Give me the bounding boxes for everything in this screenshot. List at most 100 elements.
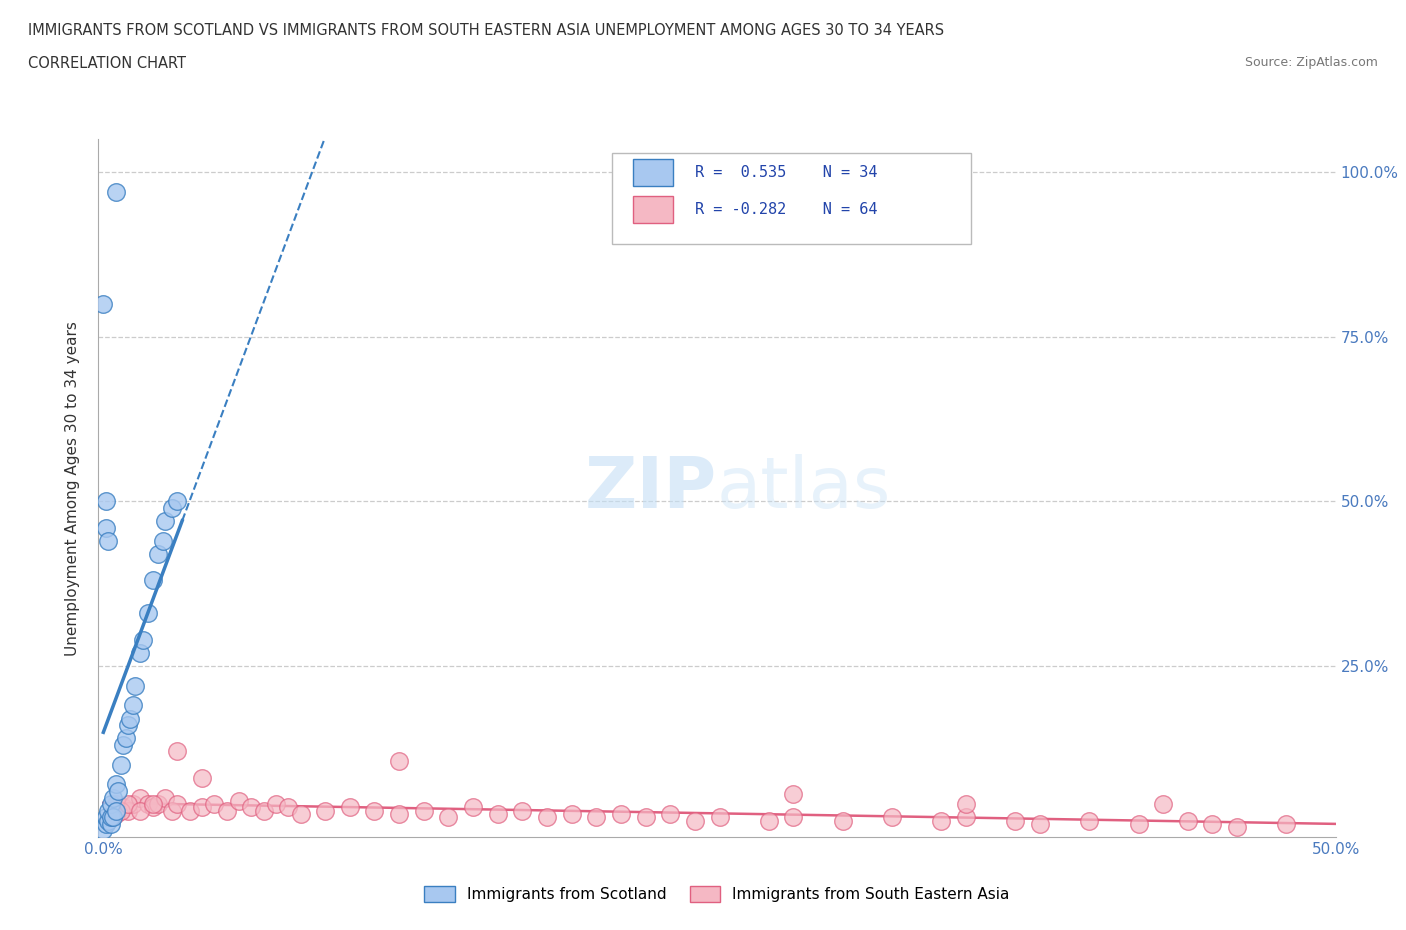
Point	[104, 804, 127, 818]
Point	[146, 547, 169, 562]
Point	[782, 787, 804, 802]
Point	[202, 797, 225, 812]
Point	[94, 810, 117, 825]
Point	[388, 806, 411, 821]
Point	[124, 678, 146, 693]
Point	[122, 797, 145, 812]
Point	[97, 804, 120, 818]
Point	[100, 810, 122, 825]
Point	[955, 797, 977, 812]
Point	[94, 494, 117, 509]
Point	[93, 823, 115, 838]
Text: R =  0.535    N = 34: R = 0.535 N = 34	[695, 166, 877, 180]
Bar	[633, 196, 672, 223]
Point	[114, 731, 136, 746]
Point	[191, 800, 214, 815]
Point	[1226, 819, 1249, 834]
Point	[93, 297, 115, 312]
Point	[129, 645, 152, 660]
Point	[585, 810, 607, 825]
Point	[129, 804, 152, 818]
Point	[100, 810, 122, 825]
Point	[162, 500, 184, 515]
Point	[1078, 813, 1101, 828]
Point	[104, 777, 127, 791]
Point	[561, 806, 583, 821]
Point	[1201, 817, 1223, 831]
Point	[132, 632, 155, 647]
Point	[880, 810, 903, 825]
Point	[117, 718, 139, 733]
Point	[240, 800, 263, 815]
Point	[228, 793, 250, 808]
Point	[166, 494, 188, 509]
Point	[103, 790, 125, 805]
Point	[339, 800, 361, 815]
Point	[142, 573, 165, 588]
Point	[1152, 797, 1174, 812]
Point	[100, 797, 122, 812]
Point	[107, 783, 129, 798]
Point	[136, 797, 159, 812]
Point	[142, 800, 165, 815]
Point	[117, 797, 139, 812]
Text: atlas: atlas	[717, 454, 891, 523]
Point	[659, 806, 682, 821]
Point	[97, 534, 120, 549]
Point	[610, 806, 633, 821]
Point	[103, 810, 125, 825]
Point	[634, 810, 657, 825]
Point	[100, 817, 122, 831]
Point	[252, 804, 274, 818]
Point	[831, 813, 853, 828]
Point	[110, 804, 132, 818]
Point	[162, 804, 184, 818]
Point	[536, 810, 558, 825]
Point	[709, 810, 731, 825]
Point	[129, 790, 152, 805]
Point	[142, 797, 165, 812]
Point	[179, 804, 201, 818]
Point	[112, 800, 135, 815]
Point	[110, 757, 132, 772]
Point	[215, 804, 238, 818]
Point	[122, 698, 145, 712]
Point	[94, 520, 117, 535]
Point	[104, 185, 127, 200]
Point	[1029, 817, 1052, 831]
Point	[1275, 817, 1298, 831]
Point	[1177, 813, 1199, 828]
Point	[683, 813, 706, 828]
Text: CORRELATION CHART: CORRELATION CHART	[28, 56, 186, 71]
Bar	[633, 159, 672, 186]
Point	[277, 800, 299, 815]
Point	[412, 804, 434, 818]
Point	[120, 711, 142, 726]
Y-axis label: Unemployment Among Ages 30 to 34 years: Unemployment Among Ages 30 to 34 years	[65, 321, 80, 656]
Point	[264, 797, 287, 812]
Point	[97, 813, 120, 828]
Point	[955, 810, 977, 825]
Point	[1004, 813, 1026, 828]
Point	[136, 605, 159, 620]
Point	[166, 797, 188, 812]
Point	[152, 534, 174, 549]
Point	[314, 804, 336, 818]
Point	[461, 800, 484, 815]
Legend: Immigrants from Scotland, Immigrants from South Eastern Asia: Immigrants from Scotland, Immigrants fro…	[416, 878, 1018, 910]
Point	[782, 810, 804, 825]
Point	[117, 804, 139, 818]
Point	[437, 810, 460, 825]
Point	[104, 806, 127, 821]
Point	[363, 804, 385, 818]
Point	[758, 813, 780, 828]
Point	[191, 770, 214, 785]
Text: ZIP: ZIP	[585, 454, 717, 523]
Text: R = -0.282    N = 64: R = -0.282 N = 64	[695, 203, 877, 218]
Point	[94, 817, 117, 831]
Text: Source: ZipAtlas.com: Source: ZipAtlas.com	[1244, 56, 1378, 69]
Point	[290, 806, 312, 821]
Point	[1128, 817, 1150, 831]
Point	[931, 813, 953, 828]
Point	[486, 806, 509, 821]
